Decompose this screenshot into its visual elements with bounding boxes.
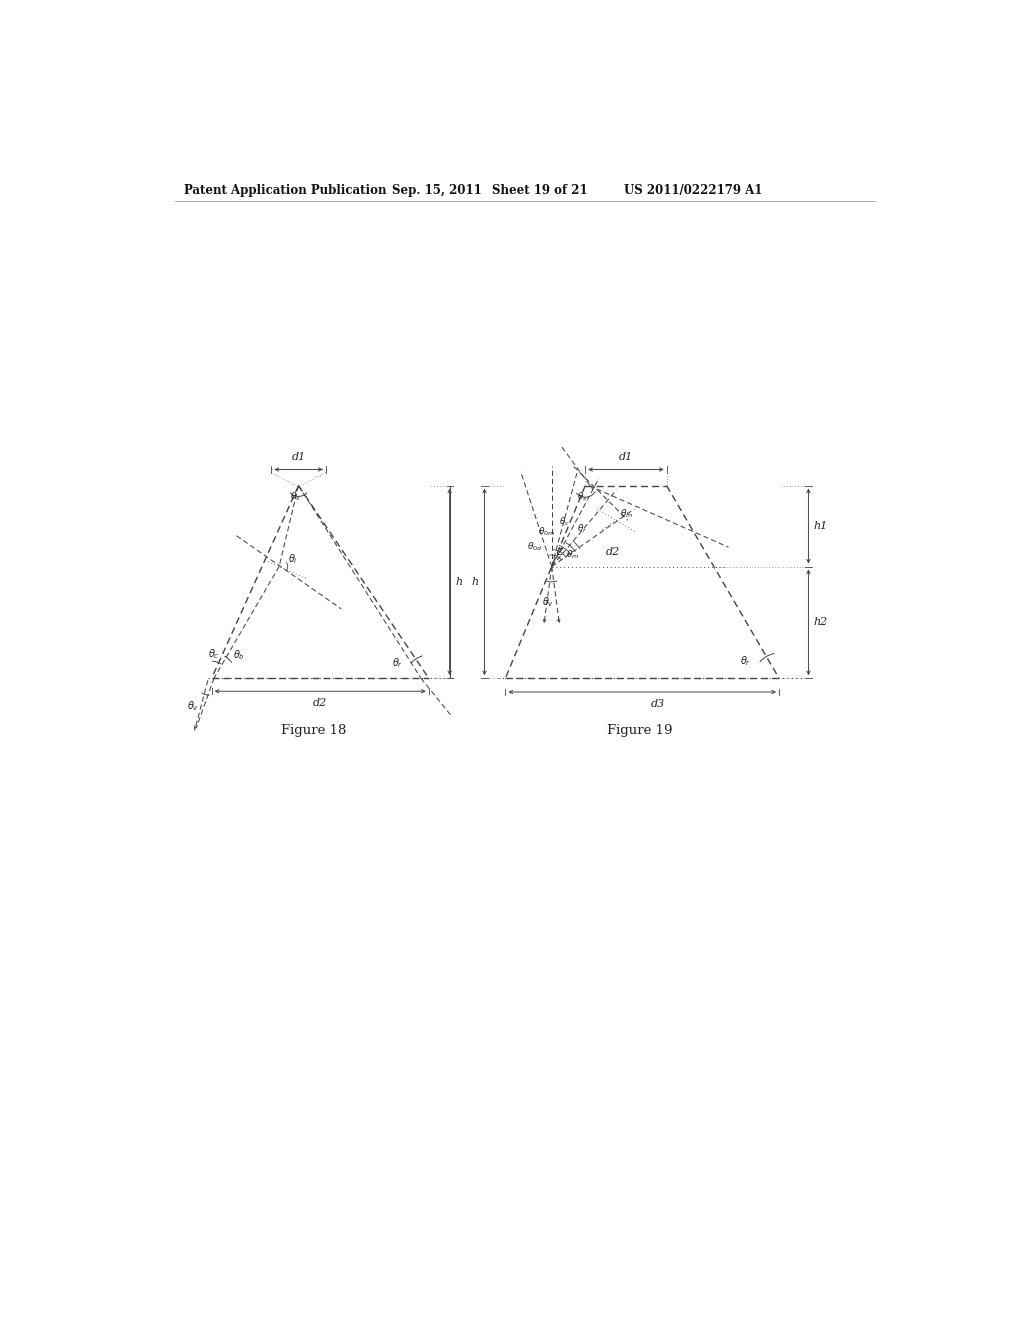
Text: $\theta_v$: $\theta_v$ — [187, 700, 199, 713]
Text: $\theta_b$: $\theta_b$ — [233, 648, 246, 661]
Text: $\theta_r$: $\theta_r$ — [391, 656, 402, 669]
Text: h1: h1 — [814, 521, 828, 531]
Text: $\theta_v$: $\theta_v$ — [542, 595, 554, 609]
Text: d2: d2 — [606, 548, 621, 557]
Text: d2: d2 — [313, 698, 328, 708]
Text: $\theta_r$: $\theta_r$ — [740, 655, 752, 668]
Text: Sheet 19 of 21: Sheet 19 of 21 — [493, 185, 588, 197]
Text: $\theta_c$: $\theta_c$ — [208, 647, 220, 661]
Text: $\theta_m$: $\theta_m$ — [621, 507, 634, 520]
Text: $\theta_m$: $\theta_m$ — [565, 548, 579, 561]
Text: $\theta_c$: $\theta_c$ — [559, 515, 570, 528]
Text: Sep. 15, 2011: Sep. 15, 2011 — [391, 185, 481, 197]
Text: Patent Application Publication: Patent Application Publication — [183, 185, 386, 197]
Text: $\theta_s$: $\theta_s$ — [577, 491, 588, 503]
Text: $\theta_r$: $\theta_r$ — [577, 523, 587, 536]
Text: US 2011/0222179 A1: US 2011/0222179 A1 — [624, 185, 763, 197]
Text: h: h — [471, 577, 478, 587]
Text: Figure 19: Figure 19 — [607, 725, 672, 738]
Text: Figure 18: Figure 18 — [282, 725, 347, 738]
Text: d3: d3 — [650, 700, 665, 709]
Text: $\theta_{0m}$: $\theta_{0m}$ — [538, 525, 555, 537]
Text: h2: h2 — [814, 618, 828, 627]
Text: d1: d1 — [292, 451, 305, 462]
Text: d1: d1 — [618, 451, 633, 462]
Text: $\theta_s$: $\theta_s$ — [290, 491, 301, 503]
Text: h: h — [455, 577, 462, 587]
Text: $\theta_i$: $\theta_i$ — [289, 552, 298, 566]
Text: $Z$: $Z$ — [556, 546, 564, 557]
Text: $\theta_{0d}$: $\theta_{0d}$ — [527, 541, 543, 553]
